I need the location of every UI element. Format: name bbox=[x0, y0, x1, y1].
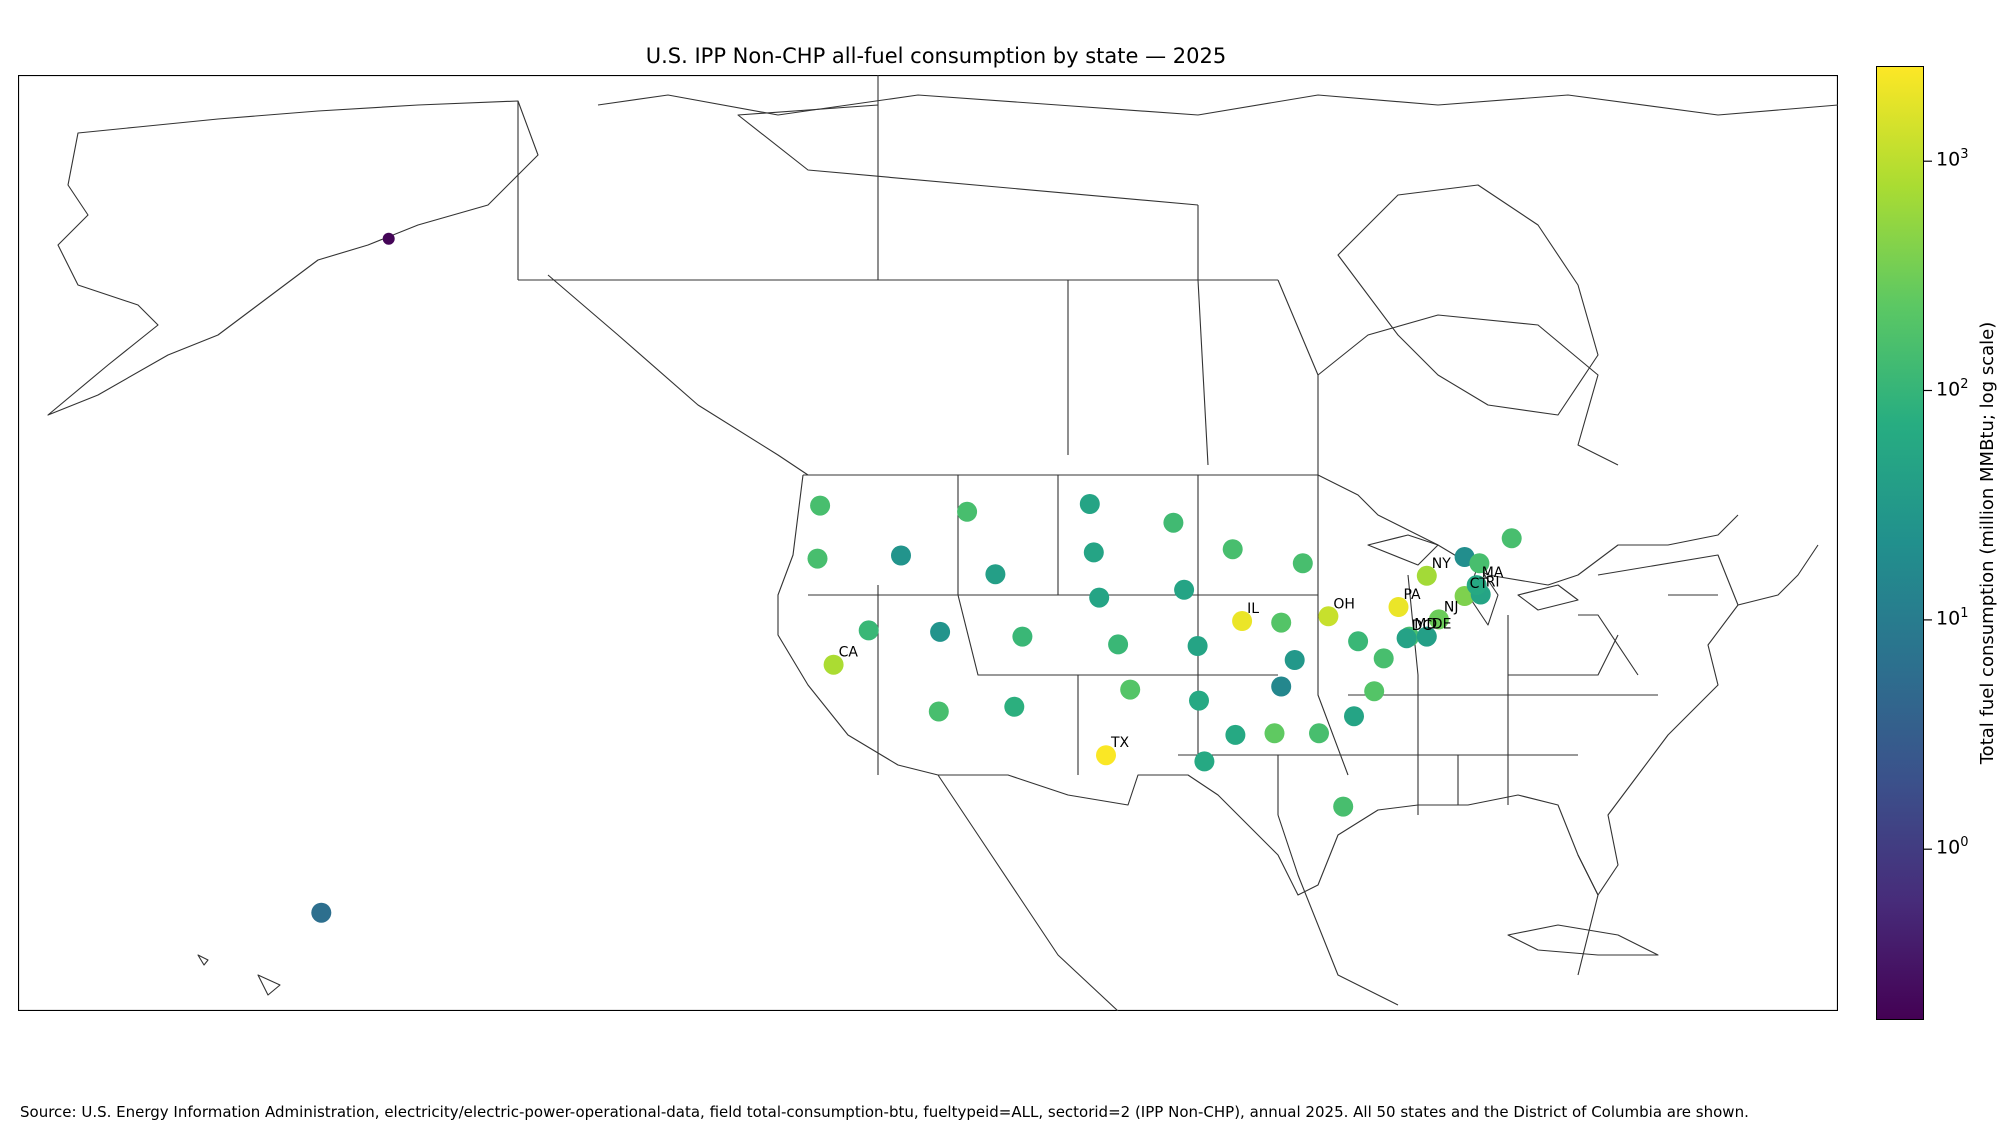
point-wv bbox=[1348, 631, 1369, 652]
colorbar-tick-label: 102 bbox=[1936, 376, 1969, 400]
point-dc bbox=[1396, 628, 1417, 649]
point-co bbox=[1012, 626, 1033, 647]
colorbar-tick-label: 100 bbox=[1936, 835, 1969, 859]
label-ca: CA bbox=[839, 645, 859, 661]
point-az bbox=[928, 701, 949, 722]
point-sd bbox=[1083, 542, 1104, 563]
point-hi bbox=[311, 902, 332, 923]
label-ri: RI bbox=[1486, 575, 1500, 591]
label-nj: NJ bbox=[1444, 599, 1459, 615]
point-la bbox=[1194, 751, 1215, 772]
point-nm bbox=[1004, 696, 1025, 717]
point-ar bbox=[1189, 690, 1209, 711]
point-ia bbox=[1174, 579, 1195, 600]
point-wa bbox=[810, 495, 831, 516]
point-nc bbox=[1364, 681, 1385, 702]
point-wi bbox=[1222, 539, 1243, 560]
point-nv bbox=[858, 620, 879, 641]
point-ak bbox=[382, 232, 395, 245]
point-fl bbox=[1333, 796, 1354, 817]
basemap-outlines bbox=[47, 75, 1838, 1011]
colorbar bbox=[1876, 66, 1932, 1020]
point-mn bbox=[1163, 512, 1184, 533]
point-al bbox=[1264, 723, 1285, 744]
label-de: DE bbox=[1432, 617, 1452, 633]
point-me bbox=[1501, 528, 1522, 549]
point-de bbox=[1416, 626, 1437, 647]
point-ga bbox=[1309, 723, 1329, 744]
label-pa: PA bbox=[1404, 587, 1422, 603]
point-ny bbox=[1416, 565, 1437, 586]
source-note: Source: U.S. Energy Information Administ… bbox=[20, 1103, 1749, 1121]
colorbar-ticks bbox=[1924, 160, 1932, 850]
label-oh: OH bbox=[1333, 596, 1355, 612]
point-ut bbox=[930, 621, 951, 642]
label-ny: NY bbox=[1432, 556, 1451, 572]
point-in bbox=[1271, 612, 1292, 633]
point-or bbox=[807, 548, 828, 569]
colorbar-label: Total fuel consumption (million MMBtu; l… bbox=[1977, 321, 1998, 765]
label-il: IL bbox=[1247, 601, 1259, 617]
point-oh bbox=[1318, 606, 1339, 627]
point-ks bbox=[1108, 634, 1129, 655]
point-nh bbox=[1469, 553, 1490, 574]
point-tn bbox=[1271, 676, 1292, 697]
point-ms bbox=[1225, 724, 1246, 745]
point-mi bbox=[1292, 553, 1313, 574]
point-mo bbox=[1187, 636, 1208, 656]
chart-title: U.S. IPP Non-CHP all-fuel consumption by… bbox=[645, 44, 1227, 68]
point-pa bbox=[1388, 597, 1409, 617]
colorbar-tick-label: 101 bbox=[1936, 605, 1969, 630]
label-ct: CT bbox=[1470, 576, 1489, 592]
point-wy bbox=[985, 564, 1006, 585]
label-md: MD bbox=[1414, 617, 1437, 633]
point-ne bbox=[1089, 587, 1110, 608]
state-points bbox=[311, 232, 1522, 923]
colorbar-tick-label: 103 bbox=[1936, 147, 1969, 171]
point-mt bbox=[957, 501, 978, 522]
label-dc: DC bbox=[1412, 618, 1433, 634]
point-tx bbox=[1096, 745, 1116, 766]
point-sc bbox=[1344, 706, 1364, 727]
point-ky bbox=[1284, 650, 1305, 670]
point-id bbox=[891, 545, 911, 566]
label-tx: TX bbox=[1110, 735, 1130, 751]
label-ma: MA bbox=[1482, 565, 1504, 581]
point-ca bbox=[823, 654, 844, 675]
point-il bbox=[1232, 611, 1253, 631]
point-nj bbox=[1428, 609, 1449, 630]
point-va bbox=[1373, 648, 1394, 669]
point-ok bbox=[1120, 679, 1141, 700]
point-ma bbox=[1466, 575, 1487, 596]
point-nd bbox=[1079, 494, 1100, 514]
